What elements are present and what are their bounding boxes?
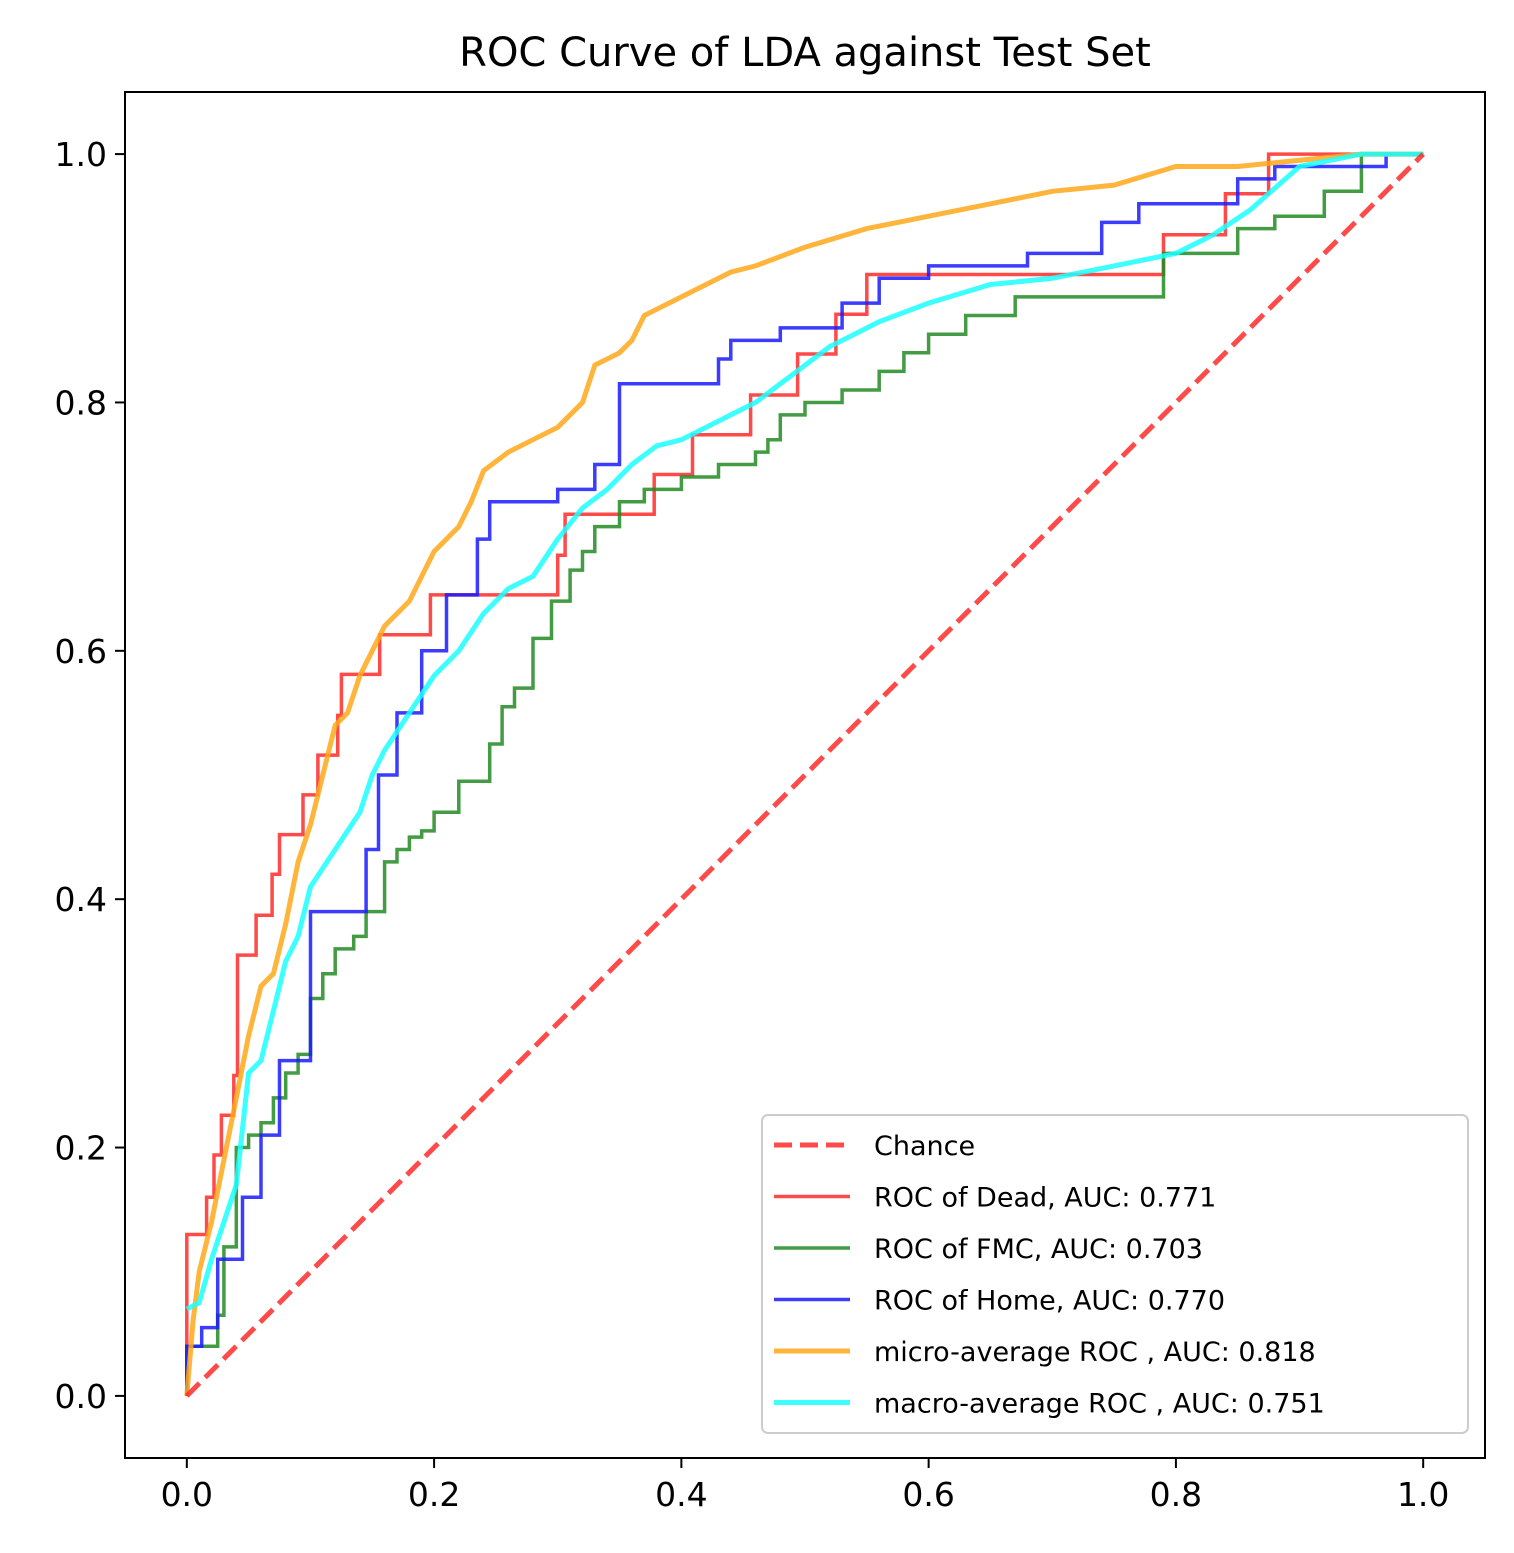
y-tick-label: 0.6 bbox=[55, 632, 107, 671]
y-tick-label: 0.8 bbox=[55, 383, 107, 422]
legend: Chance ROC of Dead, AUC: 0.771 ROC of FMC,… bbox=[761, 1114, 1469, 1434]
series-line-0 bbox=[185, 152, 1425, 1398]
y-tick-label: 1.0 bbox=[55, 135, 107, 174]
axis-ticks: 0.0 0.2 0.4 0.6 0.8 1.0 0.0 0.2 0.4 0.6 0.8 1.0 bbox=[55, 135, 1450, 1514]
legend-label-0: Chance bbox=[874, 1131, 975, 1162]
series-line-2 bbox=[185, 152, 1424, 1396]
x-tick-label: 1.0 bbox=[1397, 1475, 1449, 1514]
x-tick-label: 0.8 bbox=[1150, 1475, 1202, 1514]
series-line-3 bbox=[185, 152, 1424, 1396]
chart-title: ROC Curve of LDA against Test Set bbox=[459, 30, 1151, 76]
y-tick-label: 0.4 bbox=[55, 880, 107, 919]
x-tick-label: 0.6 bbox=[902, 1475, 954, 1514]
legend-label-1: ROC of Dead, AUC: 0.771 bbox=[874, 1183, 1216, 1214]
y-tick-label: 0.0 bbox=[55, 1377, 107, 1416]
legend-label-5: macro-average ROC , AUC: 0.751 bbox=[874, 1389, 1325, 1420]
legend-box bbox=[761, 1114, 1469, 1434]
series-line-5 bbox=[185, 151, 1424, 1312]
y-tick-label: 0.2 bbox=[55, 1129, 107, 1168]
legend-label-4: micro-average ROC , AUC: 0.818 bbox=[874, 1337, 1316, 1368]
x-tick-label: 0.2 bbox=[408, 1475, 460, 1514]
legend-label-3: ROC of Home, AUC: 0.770 bbox=[874, 1286, 1225, 1317]
plot-area bbox=[184, 151, 1425, 1398]
series-line-4 bbox=[184, 151, 1424, 1397]
legend-label-2: ROC of FMC, AUC: 0.703 bbox=[874, 1234, 1203, 1265]
axes-frame bbox=[124, 91, 1486, 1459]
x-tick-label: 0.4 bbox=[655, 1475, 707, 1514]
x-tick-label: 0.0 bbox=[161, 1475, 213, 1514]
